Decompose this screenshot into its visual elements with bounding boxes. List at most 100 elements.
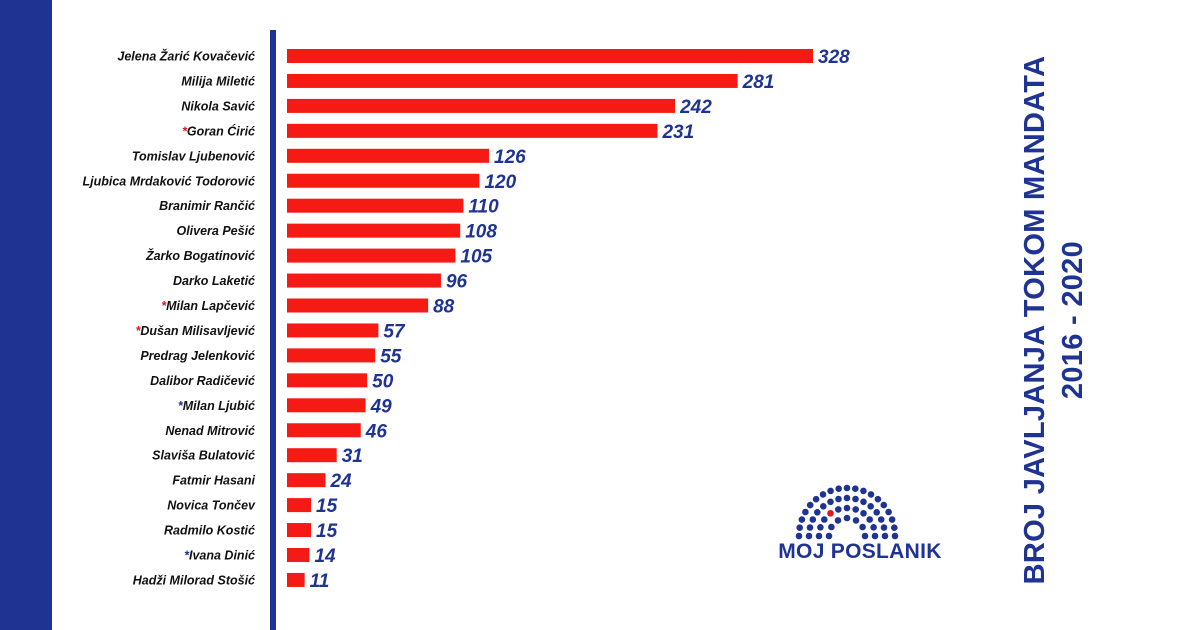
category-label: Žarko Bogatinović xyxy=(145,248,255,263)
value-label: 50 xyxy=(372,371,394,392)
value-label: 231 xyxy=(661,122,694,143)
category-label: Nikola Savić xyxy=(181,99,255,113)
bar xyxy=(287,73,738,88)
logo-dot xyxy=(873,509,880,516)
logo-dot xyxy=(843,494,851,502)
value-label: 88 xyxy=(433,297,455,318)
moj-poslanik-logo: MOJ POSLANIK xyxy=(770,478,970,568)
logo-dot xyxy=(885,508,892,516)
value-label: 108 xyxy=(465,222,497,243)
value-label: 110 xyxy=(468,197,499,218)
chart-subtitle: 2016 - 2020 xyxy=(1057,240,1089,400)
logo-dot xyxy=(891,532,899,540)
value-labels: 328 281 242 231 126 120 110 108 105 96 88 57 55 50 49 4… xyxy=(310,47,850,592)
logo-dot xyxy=(867,503,874,510)
value-label: 328 xyxy=(818,47,850,68)
logo-dot xyxy=(880,524,888,531)
value-label: 105 xyxy=(460,247,492,268)
bar xyxy=(287,173,480,188)
category-label: Slaviša Bulatović xyxy=(152,449,255,463)
logo-dot xyxy=(861,532,869,540)
logo-dot xyxy=(860,498,867,506)
bar xyxy=(287,323,379,338)
bar xyxy=(287,448,337,463)
value-label: 11 xyxy=(310,571,330,592)
logo-dot xyxy=(866,516,873,523)
value-label: 281 xyxy=(742,72,775,93)
bar xyxy=(287,148,490,163)
category-label: Darko Laketić xyxy=(173,274,255,288)
category-label: Olivera Pešić xyxy=(176,224,255,238)
logo-dot xyxy=(834,517,842,524)
logo-dot xyxy=(852,506,859,513)
logo-dot xyxy=(843,504,851,512)
category-label: Fatmir Hasani xyxy=(172,474,255,488)
logo-dot xyxy=(827,498,834,506)
category-marker: * xyxy=(161,299,167,313)
bar xyxy=(287,548,310,562)
logo-dot xyxy=(796,524,803,531)
bars xyxy=(287,49,813,587)
logo-dot xyxy=(871,532,879,540)
value-label: 57 xyxy=(383,321,406,342)
logo-dot xyxy=(817,524,824,531)
category-label: Hadži Milorad Stošić xyxy=(133,573,255,587)
logo-dot xyxy=(815,532,823,540)
logo-dot xyxy=(798,516,806,523)
logo-dot xyxy=(835,506,842,513)
value-label: 242 xyxy=(679,97,712,118)
logo-dot xyxy=(843,484,851,492)
category-label: *Goran Ćirić xyxy=(182,123,255,138)
logo-dot xyxy=(867,491,875,498)
logo-dot xyxy=(827,487,834,495)
category-label: Novica Tončev xyxy=(167,499,256,513)
value-label: 31 xyxy=(342,446,363,467)
bar xyxy=(287,248,456,263)
bar xyxy=(287,198,464,213)
logo-dot xyxy=(795,532,803,540)
value-label: 24 xyxy=(329,471,352,492)
bar-chart: Jelena Žarić Kovačević Milija Miletić Niko… xyxy=(83,47,851,592)
logo-dot xyxy=(860,510,867,517)
logo-dot xyxy=(888,516,896,523)
category-marker: * xyxy=(182,124,188,138)
logo-dot xyxy=(874,495,882,503)
category-marker: * xyxy=(184,549,190,563)
value-label: 126 xyxy=(494,147,526,168)
logo-dot xyxy=(806,501,814,509)
category-label: Tomislav Ljubenović xyxy=(132,149,255,163)
value-label: 55 xyxy=(380,346,402,367)
value-label: 120 xyxy=(484,172,516,193)
left-accent-band xyxy=(0,0,52,630)
logo-dot xyxy=(835,495,842,503)
logo-dot xyxy=(880,501,888,509)
category-label: Radmilo Kostić xyxy=(164,524,255,538)
bar xyxy=(287,98,676,113)
logo-text: MOJ POSLANIK xyxy=(778,540,942,563)
category-label: Dalibor Radičević xyxy=(150,374,255,388)
category-label: Nenad Mitrović xyxy=(165,424,255,438)
bar xyxy=(287,273,441,288)
logo-dot xyxy=(860,487,867,495)
logo-dot xyxy=(821,516,828,523)
logo-dot xyxy=(825,532,833,540)
category-label: Branimir Rančić xyxy=(159,199,255,213)
bar xyxy=(287,49,813,63)
bar xyxy=(287,523,312,538)
category-marker: * xyxy=(135,324,141,338)
bar xyxy=(287,298,429,313)
bar xyxy=(287,498,312,513)
value-label: 96 xyxy=(446,272,468,293)
logo-dot xyxy=(852,495,859,503)
logo-dot xyxy=(819,491,827,498)
logo-dot xyxy=(814,509,821,516)
logo-dot xyxy=(877,516,885,523)
category-label: Ljubica Mrdaković Todorović xyxy=(83,174,256,188)
bar xyxy=(287,348,376,363)
value-label: 14 xyxy=(314,546,336,567)
category-label: *Milan Ljubić xyxy=(178,399,255,413)
category-label: Jelena Žarić Kovačević xyxy=(117,49,255,64)
bar xyxy=(287,223,461,238)
logo-dot xyxy=(852,485,859,492)
category-axis-line xyxy=(270,30,276,630)
